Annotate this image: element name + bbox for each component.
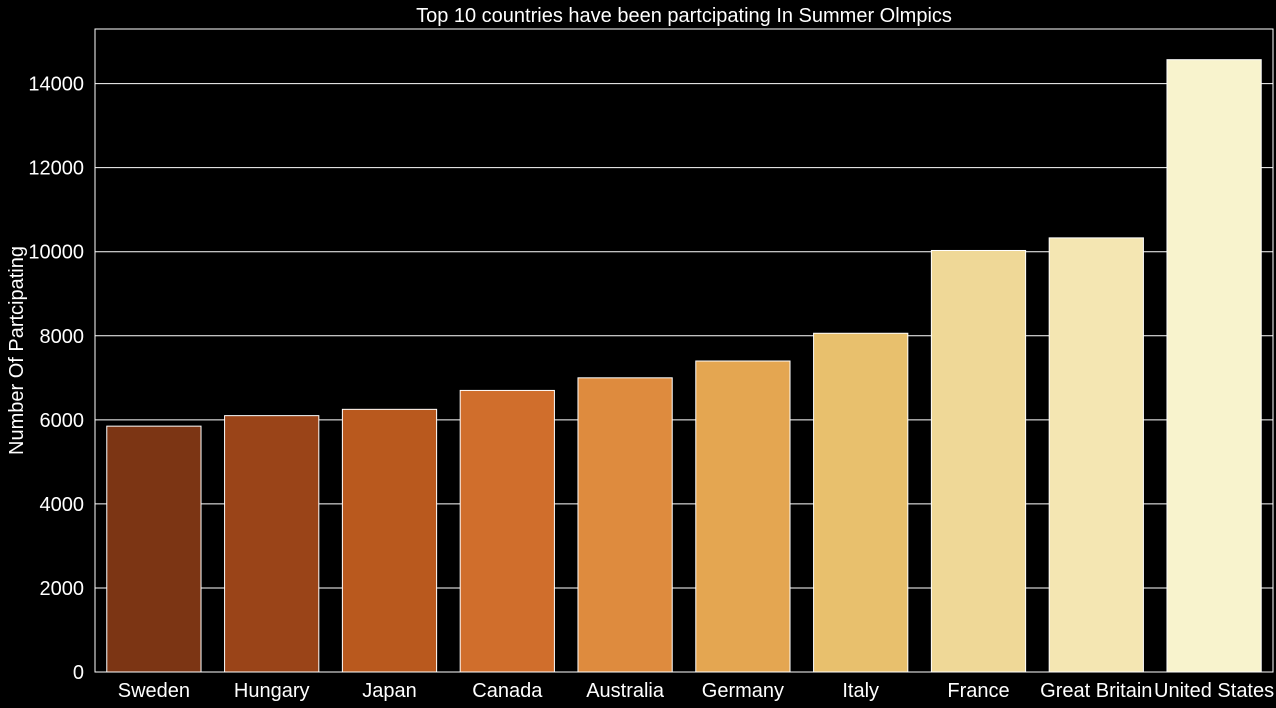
bar-sweden <box>106 425 202 673</box>
x-tick-label: Japan <box>362 680 417 702</box>
y-tick-labels: 0 2000 4000 6000 8000 10000 12000 14000 <box>28 74 84 684</box>
chart-title: Top 10 countries have been partcipating … <box>416 5 952 27</box>
bar-france <box>930 249 1027 673</box>
x-tick-label: Hungary <box>234 680 310 702</box>
y-tick-label: 14000 <box>28 74 84 96</box>
bar-japan <box>341 408 438 673</box>
x-tick-label: Italy <box>842 680 879 702</box>
bar-canada <box>459 389 555 673</box>
x-tick-label: France <box>947 680 1009 702</box>
y-tick-label: 2000 <box>40 578 85 600</box>
x-tick-label: Germany <box>702 680 784 702</box>
x-tick-label: United States <box>1154 680 1274 702</box>
bar-australia <box>577 377 673 673</box>
y-tick-label: 6000 <box>40 410 85 432</box>
plot-frame <box>94 28 1274 673</box>
y-tick-label: 4000 <box>40 494 85 516</box>
x-tick-label: Sweden <box>118 680 190 702</box>
bar-italy <box>813 332 909 673</box>
bar-hungary <box>224 415 320 673</box>
bars <box>106 59 1262 673</box>
bar-united-states <box>1166 59 1262 673</box>
x-tick-label: Great Britain <box>1040 680 1152 702</box>
y-tick-label: 10000 <box>28 242 84 264</box>
y-tick-label: 12000 <box>28 158 84 180</box>
x-tick-label: Canada <box>472 680 543 702</box>
y-tick-label: 0 <box>73 662 84 684</box>
x-tick-labels: Sweden Hungary Japan Canada Australia Germany… <box>118 680 1274 702</box>
y-axis-label: Number Of Partcipating <box>6 246 28 455</box>
y-tick-label: 8000 <box>40 326 85 348</box>
x-tick-label: Australia <box>586 680 665 702</box>
bar-germany <box>695 360 791 673</box>
bar-great-britain <box>1048 237 1144 673</box>
